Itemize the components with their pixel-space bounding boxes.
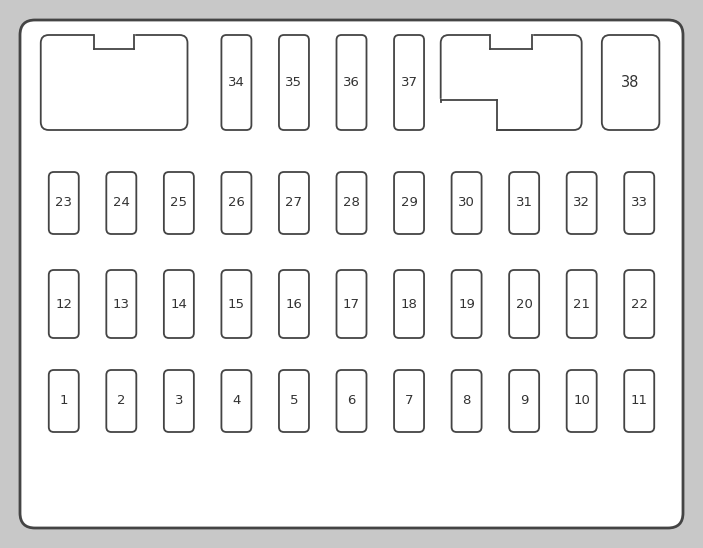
Text: 22: 22 [631, 298, 647, 311]
FancyBboxPatch shape [509, 270, 539, 338]
Text: 32: 32 [573, 197, 591, 209]
Text: 19: 19 [458, 298, 475, 311]
Text: 27: 27 [285, 197, 302, 209]
FancyBboxPatch shape [221, 172, 252, 234]
FancyBboxPatch shape [509, 172, 539, 234]
Text: 1: 1 [60, 395, 68, 408]
FancyBboxPatch shape [221, 370, 252, 432]
FancyBboxPatch shape [49, 172, 79, 234]
Text: 25: 25 [170, 197, 188, 209]
FancyBboxPatch shape [451, 370, 482, 432]
Text: 37: 37 [401, 76, 418, 89]
Text: 23: 23 [56, 197, 72, 209]
FancyBboxPatch shape [567, 270, 597, 338]
Bar [439, 99, 497, 131]
Text: 14: 14 [170, 298, 187, 311]
FancyBboxPatch shape [49, 370, 79, 432]
Text: 30: 30 [458, 197, 475, 209]
FancyBboxPatch shape [106, 172, 136, 234]
Text: 4: 4 [232, 395, 240, 408]
FancyBboxPatch shape [451, 172, 482, 234]
Text: 24: 24 [113, 197, 130, 209]
Text: 13: 13 [112, 298, 130, 311]
Text: 3: 3 [174, 395, 183, 408]
Text: 7: 7 [405, 395, 413, 408]
Text: 10: 10 [573, 395, 590, 408]
Text: 8: 8 [463, 395, 471, 408]
Text: 35: 35 [285, 76, 302, 89]
FancyBboxPatch shape [441, 35, 581, 130]
FancyBboxPatch shape [221, 270, 252, 338]
FancyBboxPatch shape [567, 172, 597, 234]
FancyBboxPatch shape [279, 172, 309, 234]
FancyBboxPatch shape [624, 370, 654, 432]
FancyBboxPatch shape [394, 172, 424, 234]
Text: 20: 20 [516, 298, 533, 311]
Text: 28: 28 [343, 197, 360, 209]
Bar [94, 32, 134, 49]
Text: 29: 29 [401, 197, 418, 209]
Text: 34: 34 [228, 76, 245, 89]
Text: 33: 33 [631, 197, 647, 209]
FancyBboxPatch shape [164, 370, 194, 432]
Text: 17: 17 [343, 298, 360, 311]
FancyBboxPatch shape [624, 172, 654, 234]
Text: 21: 21 [573, 298, 591, 311]
FancyBboxPatch shape [279, 35, 309, 130]
FancyBboxPatch shape [394, 270, 424, 338]
Text: 18: 18 [401, 298, 418, 311]
Text: 6: 6 [347, 395, 356, 408]
FancyBboxPatch shape [337, 370, 366, 432]
Text: 11: 11 [631, 395, 647, 408]
FancyBboxPatch shape [164, 172, 194, 234]
FancyBboxPatch shape [602, 35, 659, 130]
Text: 15: 15 [228, 298, 245, 311]
Text: 36: 36 [343, 76, 360, 89]
Text: 16: 16 [285, 298, 302, 311]
FancyBboxPatch shape [567, 370, 597, 432]
FancyBboxPatch shape [279, 370, 309, 432]
Text: 26: 26 [228, 197, 245, 209]
FancyBboxPatch shape [337, 35, 366, 130]
Bar [490, 32, 532, 49]
Text: 2: 2 [117, 395, 126, 408]
Text: 5: 5 [290, 395, 298, 408]
Text: 31: 31 [515, 197, 533, 209]
FancyBboxPatch shape [106, 370, 136, 432]
Text: 9: 9 [520, 395, 529, 408]
FancyBboxPatch shape [20, 20, 683, 528]
FancyBboxPatch shape [394, 370, 424, 432]
FancyBboxPatch shape [509, 370, 539, 432]
Text: 38: 38 [621, 75, 640, 90]
FancyBboxPatch shape [41, 35, 188, 130]
FancyBboxPatch shape [337, 172, 366, 234]
FancyBboxPatch shape [451, 270, 482, 338]
FancyBboxPatch shape [221, 35, 252, 130]
FancyBboxPatch shape [337, 270, 366, 338]
FancyBboxPatch shape [164, 270, 194, 338]
FancyBboxPatch shape [106, 270, 136, 338]
FancyBboxPatch shape [624, 270, 654, 338]
FancyBboxPatch shape [49, 270, 79, 338]
FancyBboxPatch shape [279, 270, 309, 338]
Text: 12: 12 [56, 298, 72, 311]
FancyBboxPatch shape [394, 35, 424, 130]
